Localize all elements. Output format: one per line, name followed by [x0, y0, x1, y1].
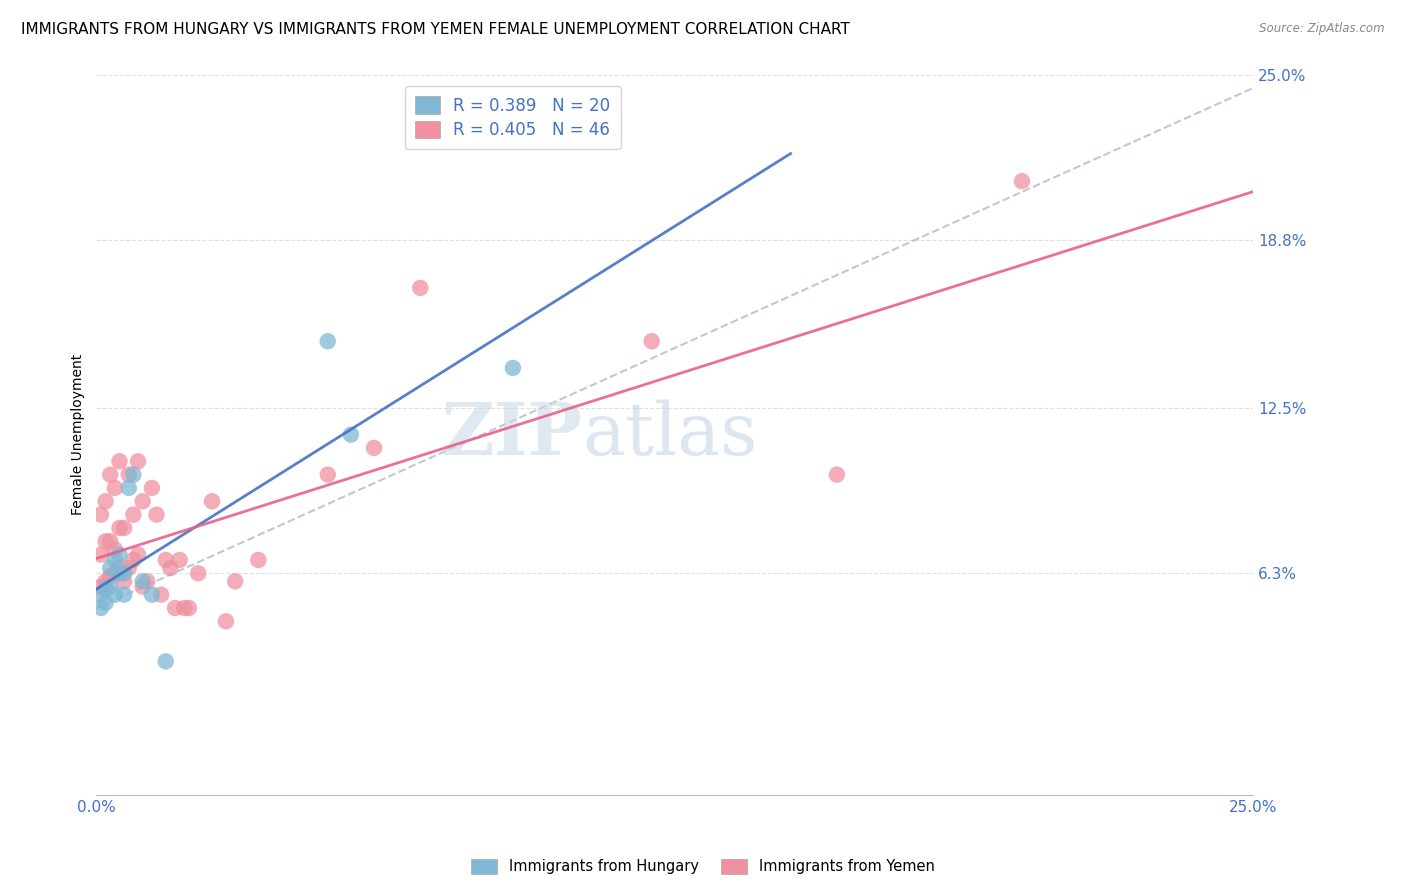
Point — [409, 281, 432, 295]
Point — [90, 588, 112, 602]
Point — [163, 601, 186, 615]
Point — [131, 494, 153, 508]
Point — [90, 601, 112, 615]
Point — [1011, 174, 1033, 188]
Point — [169, 553, 191, 567]
Point — [98, 569, 121, 583]
Point — [316, 334, 339, 349]
Point — [131, 580, 153, 594]
Point — [177, 601, 200, 615]
Point — [340, 427, 363, 442]
Point — [224, 574, 246, 589]
Point — [118, 481, 141, 495]
Point — [104, 566, 127, 581]
Point — [155, 654, 177, 668]
Point — [94, 574, 117, 589]
Point — [118, 467, 141, 482]
Point — [90, 580, 112, 594]
Point — [108, 561, 131, 575]
Point — [112, 574, 135, 589]
Point — [94, 494, 117, 508]
Point — [104, 481, 127, 495]
Point — [112, 588, 135, 602]
Point — [98, 580, 121, 594]
Point — [641, 334, 664, 349]
Point — [104, 542, 127, 557]
Point — [363, 441, 385, 455]
Point — [90, 508, 112, 522]
Point — [108, 566, 131, 581]
Point — [112, 521, 135, 535]
Point — [173, 601, 195, 615]
Y-axis label: Female Unemployment: Female Unemployment — [72, 354, 86, 516]
Point — [122, 508, 145, 522]
Point — [94, 534, 117, 549]
Point — [187, 566, 209, 581]
Point — [112, 566, 135, 581]
Point — [118, 561, 141, 575]
Point — [108, 548, 131, 562]
Text: Source: ZipAtlas.com: Source: ZipAtlas.com — [1260, 22, 1385, 36]
Point — [215, 615, 238, 629]
Point — [145, 508, 167, 522]
Point — [122, 553, 145, 567]
Point — [825, 467, 848, 482]
Point — [247, 553, 270, 567]
Point — [150, 588, 173, 602]
Text: atlas: atlas — [582, 400, 758, 470]
Point — [141, 481, 163, 495]
Point — [108, 521, 131, 535]
Point — [104, 588, 127, 602]
Point — [155, 553, 177, 567]
Legend: R = 0.389   N = 20, R = 0.405   N = 46: R = 0.389 N = 20, R = 0.405 N = 46 — [405, 87, 620, 150]
Point — [108, 454, 131, 468]
Point — [159, 561, 181, 575]
Text: ZIP: ZIP — [441, 399, 582, 470]
Point — [141, 588, 163, 602]
Point — [94, 582, 117, 597]
Point — [98, 534, 121, 549]
Point — [131, 574, 153, 589]
Point — [136, 574, 159, 589]
Point — [104, 553, 127, 567]
Point — [98, 561, 121, 575]
Point — [127, 548, 149, 562]
Point — [94, 596, 117, 610]
Text: IMMIGRANTS FROM HUNGARY VS IMMIGRANTS FROM YEMEN FEMALE UNEMPLOYMENT CORRELATION: IMMIGRANTS FROM HUNGARY VS IMMIGRANTS FR… — [21, 22, 851, 37]
Point — [98, 467, 121, 482]
Point — [201, 494, 224, 508]
Point — [316, 467, 339, 482]
Point — [127, 454, 149, 468]
Point — [502, 360, 524, 375]
Legend: Immigrants from Hungary, Immigrants from Yemen: Immigrants from Hungary, Immigrants from… — [465, 853, 941, 880]
Point — [122, 467, 145, 482]
Point — [90, 548, 112, 562]
